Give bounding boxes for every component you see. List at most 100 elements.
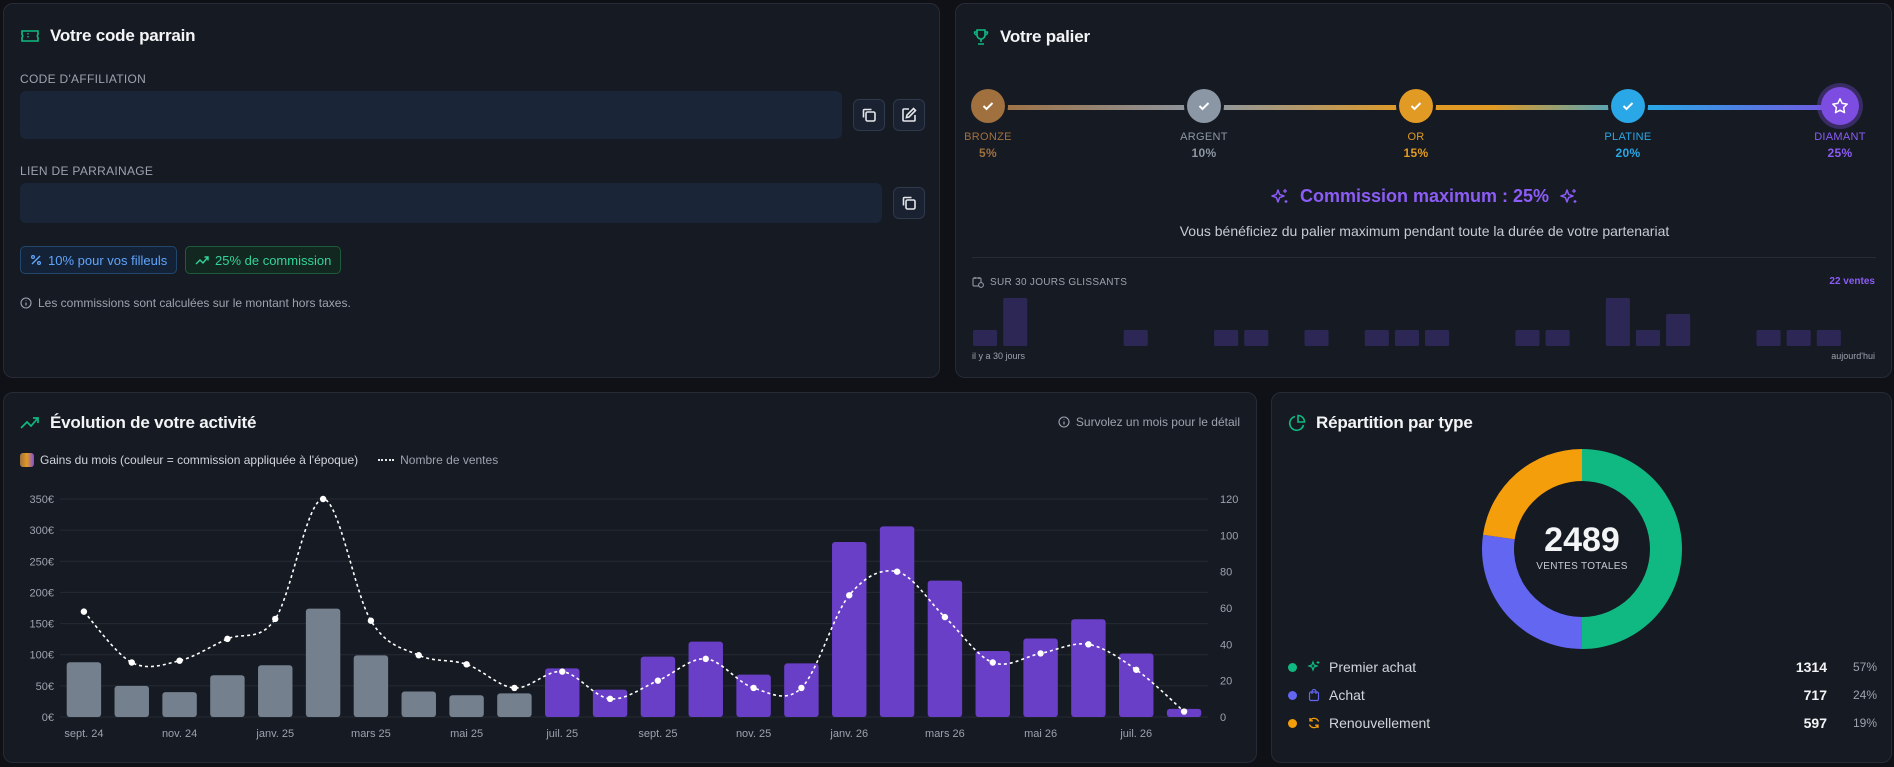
tier-dot-bronze [971,89,1005,123]
edit-icon [900,106,918,124]
y-left-tick: 150€ [30,619,54,631]
tier-dot-argent [1187,89,1221,123]
y-left-tick: 0€ [42,712,54,724]
tier-platine: PLATINE 20% [1583,131,1673,160]
tax-note-text: Les commissions sont calculées sur le mo… [38,296,351,310]
tier-pct: 15% [1403,146,1429,160]
earnings-bar [879,526,915,717]
sales-count-point [606,695,614,703]
sparkles-icon [1559,187,1579,207]
breakdown-count: 597 [1803,715,1827,731]
tier-diamant: DIAMANT 25% [1795,131,1885,160]
max-commission-subline: Vous bénéficiez du palier maximum pendan… [1179,223,1670,239]
x-tick-label: juil. 25 [545,728,578,740]
activity-chart: 0€ 50€ 100€ 150€ 200€ 250€ 300€ 350€ 0 20 40 60 80 10… [30,494,1239,740]
star-icon [1831,97,1849,115]
sales-count-point [559,668,566,675]
sales-count-point [989,659,996,666]
earnings-bar [210,675,245,717]
chart-legend: Gains du mois (couleur = commission appl… [20,453,498,467]
check-icon [982,101,994,111]
commission-badge-text: 25% de commission [215,252,332,268]
hover-hint-text: Survolez un mois pour le détail [1075,415,1240,429]
info-icon [20,297,32,309]
tier-dot-platine [1611,89,1645,123]
sparkles-icon [1270,187,1290,207]
hover-hint: Survolez un mois pour le détail [1058,415,1240,429]
y-right-tick: 20 [1220,676,1232,688]
referral-card: Votre code parrain CODE D'AFFILIATION LI… [3,3,940,378]
y-left-tick: 350€ [30,494,54,506]
earnings-bar [258,665,293,717]
legend-gradient-swatch [20,453,34,467]
trending-up-icon [195,254,209,266]
info-icon [1058,416,1070,428]
sales-count-point [463,661,470,668]
check-icon [1410,101,1422,111]
activity-title-text: Évolution de votre activité [50,413,257,432]
earnings-bar [1023,638,1058,717]
sales-count-point [893,568,901,575]
x-tick-label: janv. 25 [255,728,294,740]
breakdown-name: Achat [1329,687,1365,703]
x-tick-label: janv. 26 [829,728,868,740]
donut-chart [1482,449,1682,649]
breakdown-card-title: Répartition par type [1288,413,1473,433]
x-tick-label: mai 25 [450,728,483,740]
earnings-bar [66,662,102,717]
donut-slice [1582,449,1682,649]
copy-icon [860,106,878,124]
window-start-label: il y a 30 jours [972,351,1026,361]
copy-icon [900,194,918,212]
x-tick-label: mars 26 [925,728,965,740]
window-count: 22 ventes [1829,276,1875,287]
pie-chart-icon [1288,414,1306,432]
earnings-bar [736,674,771,717]
earnings-bar [162,692,197,717]
tier-bronze: BRONZE 5% [943,131,1033,160]
copy-code-button[interactable] [853,99,885,131]
copy-link-button[interactable] [893,187,925,219]
sales-count-point [80,608,88,615]
activity-card: Évolution de votre activité Survolez un … [3,392,1257,763]
tier-name: PLATINE [1604,131,1652,143]
daily-sales-bar [1515,330,1540,346]
daily-sales-chart [973,298,1841,346]
daily-sales-bar [1816,330,1841,346]
affiliation-code-field[interactable] [20,91,842,139]
sales-count-point [941,613,949,621]
check-icon [1198,101,1210,111]
sales-count-point [128,659,135,666]
link-label: LIEN DE PARRAINAGE [20,164,154,178]
daily-sales-bar [1364,330,1389,346]
tier-pct: 25% [1827,146,1853,160]
code-label: CODE D'AFFILIATION [20,72,147,86]
sales-count-point [367,617,375,624]
earnings-bar [545,668,580,717]
commission-badge: 25% de commission [185,246,342,274]
daily-sales-bar [1003,298,1028,346]
sales-count-point [750,684,757,692]
daily-sales-bar [1123,330,1148,346]
sales-count-point [319,495,327,503]
daily-sales-bar [1214,330,1239,346]
breakdown-count: 717 [1803,687,1827,703]
activity-card-title: Évolution de votre activité [20,413,256,433]
sales-count-line [83,498,1185,713]
trending-up-icon [20,416,40,430]
earnings-bar [353,655,389,717]
legend-line-text: Nombre de ventes [400,453,499,467]
sales-count-point [1037,650,1044,657]
sales-count-point [1085,641,1092,648]
referral-card-title: Votre code parrain [20,26,196,46]
edit-code-button[interactable] [893,99,925,131]
sales-count-point [1133,666,1140,673]
tax-note: Les commissions sont calculées sur le mo… [20,296,351,310]
tier-pct: 10% [1191,146,1217,160]
x-tick-label: sept. 24 [64,728,103,740]
y-right-tick: 60 [1220,603,1232,615]
earnings-bar [449,695,484,717]
sales-count-point [846,592,853,599]
referral-link-field[interactable] [20,183,882,223]
earnings-bar [688,641,723,717]
